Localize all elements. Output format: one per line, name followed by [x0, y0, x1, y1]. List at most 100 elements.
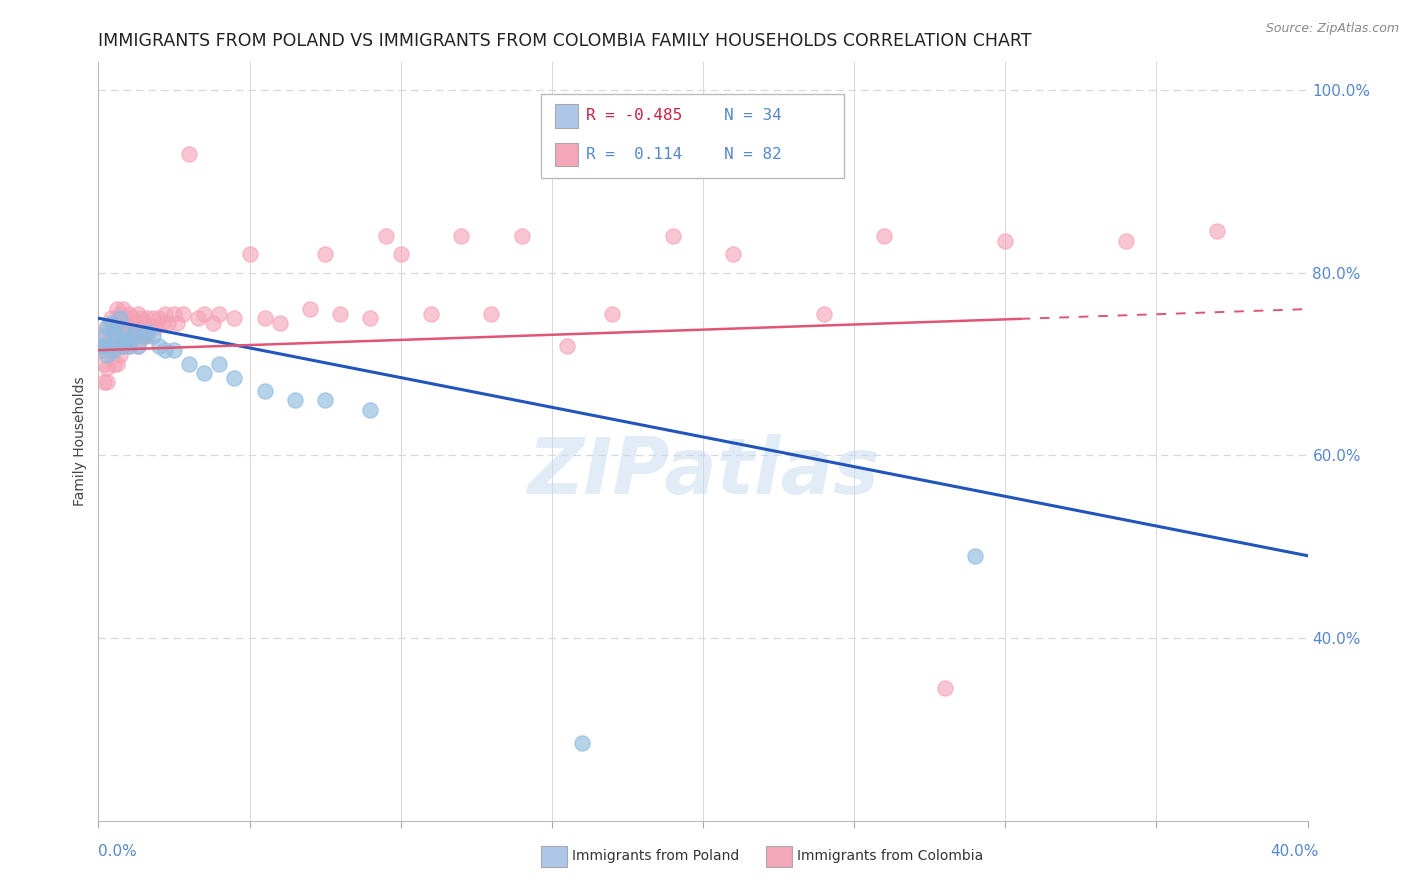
- Text: 40.0%: 40.0%: [1271, 845, 1319, 859]
- Point: [111, 325, 134, 339]
- Text: N = 82: N = 82: [724, 147, 782, 161]
- Point: [96, 338, 118, 352]
- Point: [118, 338, 141, 352]
- Point: [105, 329, 128, 343]
- Point: [103, 357, 125, 371]
- Point: [253, 311, 276, 326]
- Point: [100, 329, 122, 343]
- Point: [148, 311, 170, 326]
- Point: [135, 325, 157, 339]
- Point: [1115, 234, 1137, 248]
- Y-axis label: Family Households: Family Households: [73, 376, 87, 507]
- Point: [555, 338, 578, 352]
- Point: [360, 311, 382, 326]
- Point: [132, 329, 155, 343]
- Point: [118, 307, 141, 321]
- Point: [114, 311, 136, 326]
- Point: [142, 329, 165, 343]
- Text: R =  0.114: R = 0.114: [586, 147, 682, 161]
- Point: [118, 320, 141, 334]
- Point: [100, 338, 122, 352]
- Point: [105, 357, 128, 371]
- Point: [269, 316, 291, 330]
- Point: [93, 329, 115, 343]
- Point: [135, 329, 157, 343]
- Point: [127, 338, 149, 352]
- Point: [118, 338, 141, 352]
- Point: [108, 329, 131, 343]
- Point: [224, 370, 246, 384]
- Point: [602, 307, 624, 321]
- Point: [420, 307, 443, 321]
- Point: [481, 307, 503, 321]
- Point: [148, 338, 170, 352]
- Point: [965, 549, 987, 563]
- Point: [156, 316, 179, 330]
- Point: [179, 357, 201, 371]
- Text: Source: ZipAtlas.com: Source: ZipAtlas.com: [1265, 22, 1399, 36]
- Point: [96, 361, 118, 376]
- Text: IMMIGRANTS FROM POLAND VS IMMIGRANTS FROM COLOMBIA FAMILY HOUSEHOLDS CORRELATION: IMMIGRANTS FROM POLAND VS IMMIGRANTS FRO…: [98, 32, 1032, 50]
- Point: [96, 320, 118, 334]
- Point: [111, 338, 134, 352]
- Point: [224, 311, 246, 326]
- Text: Immigrants from Colombia: Immigrants from Colombia: [797, 849, 983, 863]
- Point: [114, 329, 136, 343]
- Point: [93, 375, 115, 389]
- Point: [135, 311, 157, 326]
- Point: [103, 316, 125, 330]
- Point: [100, 316, 122, 330]
- Point: [108, 307, 131, 321]
- Point: [127, 307, 149, 321]
- Point: [103, 343, 125, 358]
- Point: [105, 338, 128, 352]
- Point: [661, 229, 683, 244]
- Point: [108, 348, 131, 362]
- Point: [193, 366, 215, 380]
- Point: [114, 334, 136, 348]
- Point: [96, 348, 118, 362]
- Point: [96, 320, 118, 334]
- Point: [90, 338, 112, 352]
- Point: [284, 393, 307, 408]
- Point: [121, 329, 143, 343]
- Point: [145, 320, 167, 334]
- Point: [873, 229, 896, 244]
- Point: [93, 338, 115, 352]
- Point: [90, 329, 112, 343]
- Point: [108, 311, 131, 326]
- Point: [187, 311, 209, 326]
- Point: [208, 307, 231, 321]
- Point: [124, 325, 146, 339]
- Point: [314, 247, 336, 261]
- Point: [111, 302, 134, 317]
- Point: [124, 316, 146, 330]
- Point: [299, 302, 322, 317]
- Point: [1206, 224, 1229, 238]
- Point: [132, 316, 155, 330]
- Point: [129, 311, 152, 326]
- Point: [105, 320, 128, 334]
- Point: [121, 311, 143, 326]
- Point: [103, 325, 125, 339]
- Text: R = -0.485: R = -0.485: [586, 109, 682, 123]
- Point: [93, 338, 115, 352]
- Point: [389, 247, 412, 261]
- Point: [124, 329, 146, 343]
- Point: [374, 229, 396, 244]
- Text: N = 34: N = 34: [724, 109, 782, 123]
- Point: [253, 384, 276, 399]
- Point: [163, 307, 186, 321]
- Point: [111, 320, 134, 334]
- Point: [96, 375, 118, 389]
- Point: [510, 229, 533, 244]
- Point: [139, 320, 162, 334]
- Point: [153, 343, 176, 358]
- Point: [129, 329, 152, 343]
- Point: [153, 307, 176, 321]
- Point: [127, 338, 149, 352]
- Point: [314, 393, 336, 408]
- Point: [193, 307, 215, 321]
- Point: [111, 338, 134, 352]
- Point: [450, 229, 472, 244]
